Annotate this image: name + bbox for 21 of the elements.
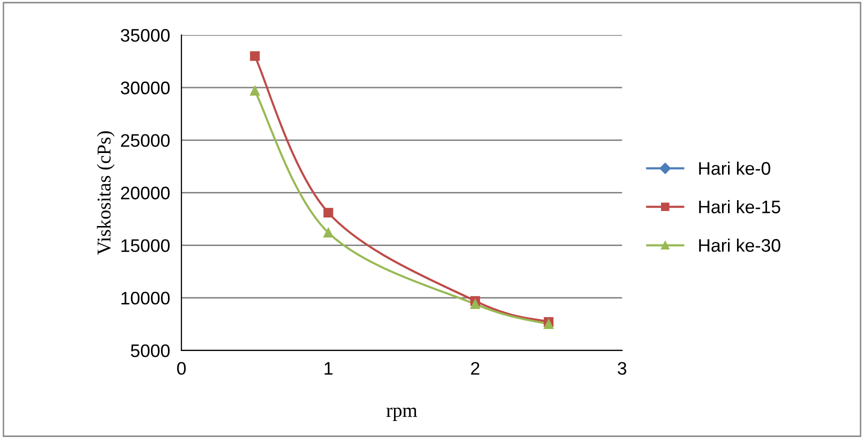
point <box>470 299 480 310</box>
point <box>250 51 260 61</box>
point <box>323 228 334 238</box>
y-tick-label: 30000 <box>120 82 170 94</box>
y-axis-title: Viskositas (cPs) <box>96 131 115 255</box>
x-tick-label: 1 <box>324 362 332 375</box>
legend-label: Hari ke-0 <box>699 162 770 175</box>
x-tick-label: 0 <box>177 362 186 375</box>
y-tick-label: 15000 <box>122 239 170 252</box>
x-axis-title: rpm <box>386 408 418 421</box>
y-tick-label: 10000 <box>122 292 170 305</box>
x-tick-label: 2 <box>471 362 480 375</box>
point <box>323 208 334 218</box>
x-tick-label: 3 <box>618 362 626 375</box>
legend-label: Hari ke-30 <box>699 238 780 252</box>
y-tick-label: 35000 <box>120 28 170 42</box>
legend-label: Hari ke-15 <box>699 200 780 214</box>
point <box>250 86 260 96</box>
y-tick-label: 20000 <box>121 186 170 200</box>
y-tick-label: 25000 <box>121 134 170 147</box>
y-tick-label: 5000 <box>130 344 170 358</box>
